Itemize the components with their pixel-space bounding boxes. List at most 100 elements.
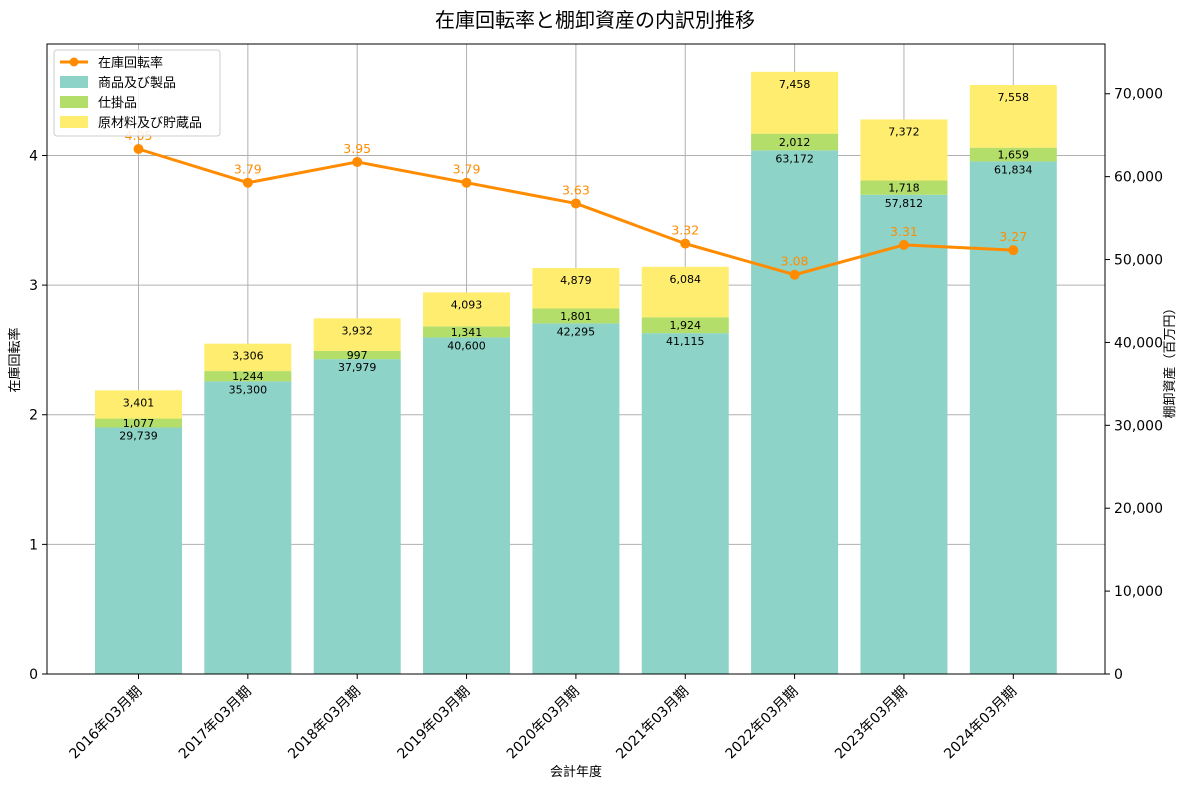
legend-entry-label: 在庫回転率 [98, 55, 163, 71]
line-point [133, 144, 144, 154]
line-value-label: 3.79 [453, 162, 481, 177]
bar-value-label: 1,659 [998, 149, 1030, 162]
bar-value-label: 29,739 [119, 429, 158, 442]
line-point [461, 177, 472, 188]
left-axis-label: 在庫回転率 [7, 327, 23, 392]
bar-value-label: 1,244 [232, 370, 264, 383]
left-tick-label: 3 [29, 278, 38, 294]
right-tick-label: 70,000 [1114, 87, 1163, 103]
x-tick-label: 2022年03月期 [723, 684, 802, 763]
bar-value-label: 41,115 [666, 335, 705, 348]
legend-entry-label: 原材料及び貯蔵品 [98, 116, 202, 131]
bar-value-label: 3,932 [341, 324, 373, 337]
line-point [680, 238, 691, 249]
x-tick-label: 2020年03月期 [504, 684, 583, 763]
bar-segment [204, 381, 292, 674]
line-point [352, 156, 363, 167]
bar-segment [532, 308, 620, 324]
x-tick-label: 2018年03月期 [285, 684, 364, 763]
bar-value-label: 6,084 [670, 273, 702, 286]
bar-value-label: 40,600 [447, 339, 486, 352]
x-tick-label: 2017年03月期 [176, 684, 255, 763]
right-tick-label: 60,000 [1114, 170, 1163, 186]
bar-value-label: 42,295 [557, 325, 596, 338]
line-point [898, 239, 909, 250]
x-tick-label: 2019年03月期 [395, 684, 474, 763]
bar-segment [95, 390, 182, 419]
bar-segment [532, 323, 620, 674]
line-point [570, 198, 581, 209]
line-value-label: 3.79 [234, 162, 262, 177]
legend-bar-swatch [60, 96, 88, 108]
bar-value-label: 57,812 [885, 197, 924, 210]
line-value-label: 3.32 [671, 223, 699, 238]
bar-segment [313, 359, 401, 674]
left-tick-label: 4 [29, 148, 38, 164]
bar-segment [860, 194, 948, 674]
bar-value-label: 37,979 [338, 361, 377, 374]
bar-segment [313, 318, 401, 351]
chart-title: 在庫回転率と棚卸資産の内訳別推移 [435, 8, 755, 32]
bar-segment [641, 317, 729, 334]
x-axis-label: 会計年度 [550, 764, 602, 780]
left-tick-label: 2 [29, 408, 38, 424]
bar-value-label: 35,300 [229, 383, 268, 396]
legend-line-marker [69, 57, 79, 67]
bar-value-label: 4,879 [560, 274, 592, 287]
bar-segment [641, 333, 729, 674]
bar-value-label: 2,012 [779, 136, 811, 149]
line-point [242, 177, 253, 188]
right-tick-label: 20,000 [1114, 501, 1163, 517]
bar-value-label: 61,834 [994, 163, 1033, 176]
bar-segment [641, 266, 729, 318]
bar-segment [532, 268, 620, 309]
bar-segment [860, 119, 948, 181]
bar-segment [423, 326, 511, 338]
bar-segment [204, 343, 292, 372]
bar-value-label: 1,924 [670, 319, 702, 332]
bar-segment [423, 337, 511, 674]
x-tick-label: 2024年03月期 [941, 684, 1020, 763]
bar-segment [95, 418, 182, 428]
bar-value-label: 63,172 [775, 152, 814, 165]
legend-entry-label: 仕掛品 [98, 96, 137, 111]
bar-segment [313, 350, 401, 360]
bar-segment [95, 427, 182, 674]
bar-value-label: 997 [347, 349, 368, 362]
line-value-label: 3.27 [999, 229, 1027, 244]
line-layer: 4.053.793.953.793.633.323.083.313.27 [125, 128, 1027, 280]
legend-box [53, 49, 221, 137]
line-value-label: 3.08 [781, 254, 809, 269]
bar-value-label: 1,341 [451, 326, 483, 339]
line-point [1008, 245, 1019, 256]
bar-segment [423, 292, 511, 327]
legend-bar-swatch [60, 76, 88, 88]
right-axis-label: 棚卸資産（百万円） [1162, 301, 1178, 418]
left-tick-label: 0 [29, 667, 38, 683]
right-tick-label: 50,000 [1114, 253, 1163, 269]
bar-segment [860, 180, 948, 195]
bar-value-label: 7,458 [779, 78, 811, 91]
x-tick-label: 2023年03月期 [832, 684, 911, 763]
x-tick-label: 2016年03月期 [67, 684, 146, 763]
bar-segment [751, 133, 839, 151]
line-value-label: 3.31 [890, 224, 918, 239]
x-tick-label: 2021年03月期 [613, 684, 692, 763]
bar-segment [969, 147, 1057, 162]
bar-value-label: 1,077 [123, 417, 155, 430]
right-tick-label: 40,000 [1114, 335, 1163, 351]
bar-segment [204, 371, 292, 382]
left-tick-label: 1 [29, 537, 38, 553]
line-value-label: 3.95 [343, 141, 371, 156]
bar-value-label: 1,801 [560, 310, 592, 323]
right-tick-label: 10,000 [1114, 584, 1163, 600]
right-tick-label: 30,000 [1114, 418, 1163, 434]
legend-entry-label: 商品及び製品 [98, 76, 176, 91]
bar-value-label: 4,093 [451, 298, 483, 311]
bar-value-label: 3,306 [232, 350, 264, 363]
right-tick-label: 0 [1114, 667, 1123, 683]
bar-value-label: 1,718 [888, 182, 920, 195]
